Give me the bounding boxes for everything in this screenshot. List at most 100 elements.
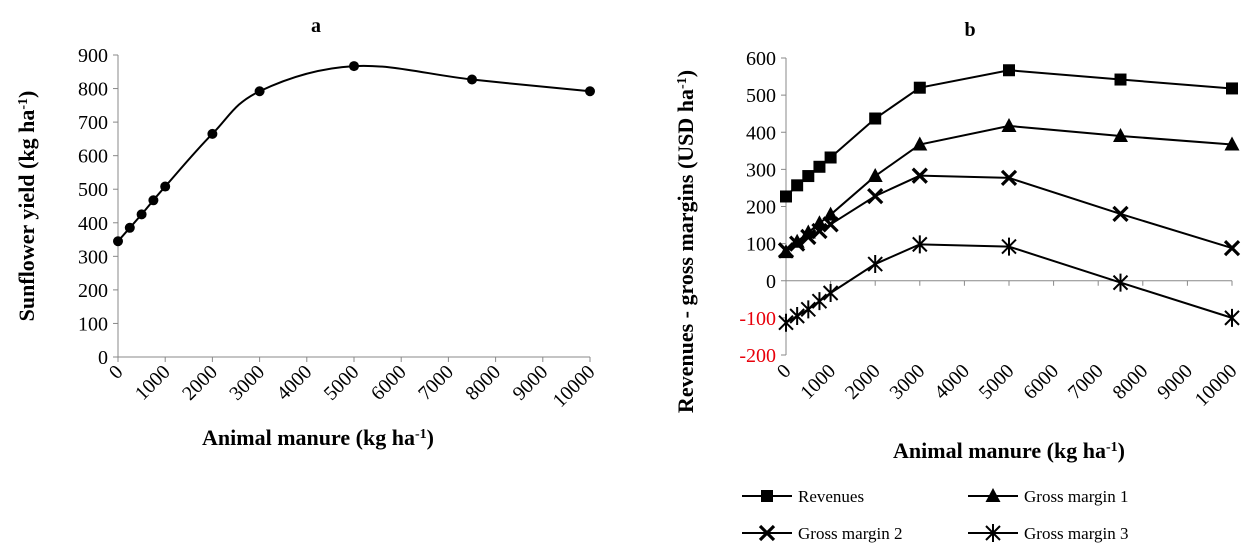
panel-a-y-tick-label: 100 (78, 313, 108, 335)
panel-b-data-point (867, 168, 883, 183)
panel-b-data-point (1223, 239, 1241, 257)
panel-a-data-point (160, 181, 171, 192)
panel-b-x-tick-label: 1000 (796, 360, 840, 404)
panel-a-x-axis-title: Animal manure (kg ha-1) (202, 425, 434, 450)
panel-a-y-tick-label: 600 (78, 146, 108, 168)
panel-b-y-tick-label: 500 (746, 85, 776, 107)
panel-a-x-tick-label: 8000 (461, 361, 505, 405)
panel-b-x-tick-label: 8000 (1108, 360, 1152, 404)
legend-label-0: Revenues (798, 487, 864, 506)
panel-b-data-point (1226, 82, 1238, 95)
panel-b-data-point (1224, 308, 1240, 327)
legend-marker-3 (985, 524, 1001, 542)
panel-b-data-point (1000, 169, 1018, 187)
legend-marker-0 (761, 490, 773, 502)
panel-b-series-line-3 (785, 243, 1233, 324)
legend-marker-2 (758, 524, 776, 542)
legend-label-1: Gross margin 1 (1024, 487, 1129, 506)
panel-b-x-tick-label: 3000 (885, 360, 929, 404)
panel-a-y-tick-label: 500 (78, 179, 108, 201)
panel-b-data-point (1114, 73, 1127, 86)
panel-b-data-point (802, 170, 815, 183)
panel-a-data-point (148, 195, 159, 206)
panel-b-x-tick-label: 7000 (1064, 360, 1108, 404)
panel-a-y-tick-label: 800 (78, 79, 108, 101)
panel-a-data-point (124, 222, 135, 233)
panel-b-data-point (867, 187, 884, 205)
panel-b-y-tick-label: 600 (746, 48, 776, 70)
panel-b-data-point (1003, 64, 1015, 77)
panel-b-x-tick-label: 0 (773, 360, 796, 383)
panel-b-x-tick-label: 6000 (1019, 360, 1063, 404)
panel-b-data-point (912, 136, 928, 151)
panel-b-y-axis-title: Revenues - gross margins (USD ha-1) (673, 70, 698, 413)
panel-b-data-point (822, 284, 839, 303)
panel-a-y-tick-label: 900 (78, 45, 108, 67)
panel-b-data-point (1224, 136, 1240, 151)
panel-b-data-point (789, 307, 805, 326)
panel-b-x-axis-title: Animal manure (kg ha-1) (893, 438, 1125, 463)
panel-b-data-point (777, 242, 795, 259)
panel-b-y-tick-label: -200 (739, 345, 776, 367)
panel-b-data-point (1001, 237, 1017, 256)
panel-a-x-tick-label: 0 (105, 361, 128, 384)
panel-b-x-tick-label: 5000 (975, 360, 1019, 404)
panel-a-x-tick-label: 1000 (131, 361, 175, 405)
panel-b-data-point (800, 300, 817, 319)
panel-b-data-point (791, 179, 804, 192)
panel-b-data-point (867, 255, 883, 274)
panel-b-data-point (1112, 205, 1129, 223)
panel-a-x-tick-label: 10000 (549, 361, 600, 412)
panel-b-x-tick-label: 2000 (841, 360, 885, 404)
panel-a-x-tick-label: 5000 (320, 361, 364, 405)
panel-a-data-point (349, 61, 359, 72)
legend-label-2: Gross margin 2 (798, 524, 903, 543)
panel-b-data-point (823, 206, 839, 221)
panel-b-y-tick-label: 200 (746, 197, 776, 219)
panel-a-x-tick-label: 9000 (508, 361, 552, 405)
panel-a-data-point (254, 86, 265, 97)
panel-b-x-tick-label: 10000 (1191, 360, 1242, 411)
panel-a-y-tick-label: 400 (78, 213, 108, 235)
panel-a-x-tick-label: 4000 (272, 361, 316, 405)
legend-label-3: Gross margin 3 (1024, 524, 1129, 543)
panel-a-y-tick-label: 300 (78, 246, 108, 268)
panel-a-y-tick-label: 200 (78, 280, 108, 302)
panel-b-y-tick-label: -100 (739, 308, 776, 330)
panel-b-data-point (813, 160, 826, 173)
panel-a-y-tick-label: 0 (98, 347, 108, 369)
panel-b-series-line-1 (785, 124, 1233, 253)
panel-b-data-point (778, 313, 794, 332)
panel-b-data-point (800, 228, 817, 246)
panel-b-data-point (811, 222, 828, 240)
panel-a-x-tick-label: 2000 (178, 361, 222, 405)
panel-a-title: a (311, 15, 321, 37)
panel-b-y-tick-label: 400 (746, 122, 776, 144)
panel-b-data-point (913, 81, 926, 94)
panel-b-data-point (1112, 273, 1129, 292)
panel-b-x-tick-label: 4000 (930, 360, 974, 404)
panel-b-data-point (911, 167, 928, 184)
panel-b-data-point (824, 151, 837, 164)
panel-a-data-point (585, 86, 595, 97)
panel-a-data-point (136, 209, 147, 220)
panel-a-x-tick-label: 3000 (225, 361, 269, 405)
panel-b-data-point (912, 235, 928, 254)
panel-a-data-point (467, 74, 477, 85)
panel-b-data-point (811, 292, 828, 311)
panel-b-y-tick-label: 100 (746, 234, 776, 256)
panel-b-y-tick-label: 0 (766, 271, 776, 293)
legend-marker-1 (985, 488, 1001, 502)
panel-a-data-point (113, 236, 123, 247)
panel-a-x-tick-label: 7000 (414, 361, 458, 405)
panel-b-title: b (964, 19, 975, 41)
panel-b-data-point (869, 112, 882, 125)
panel-a-y-axis-title: Sunflower yield (kg ha-1) (14, 91, 39, 322)
panel-b-data-point (822, 216, 839, 233)
panel-b-data-point (789, 235, 806, 252)
panel-a-x-tick-label: 6000 (367, 361, 411, 405)
panel-a-series-line-0 (117, 64, 591, 242)
panel-b-data-point (1113, 127, 1128, 142)
panel-a-data-point (207, 128, 218, 139)
